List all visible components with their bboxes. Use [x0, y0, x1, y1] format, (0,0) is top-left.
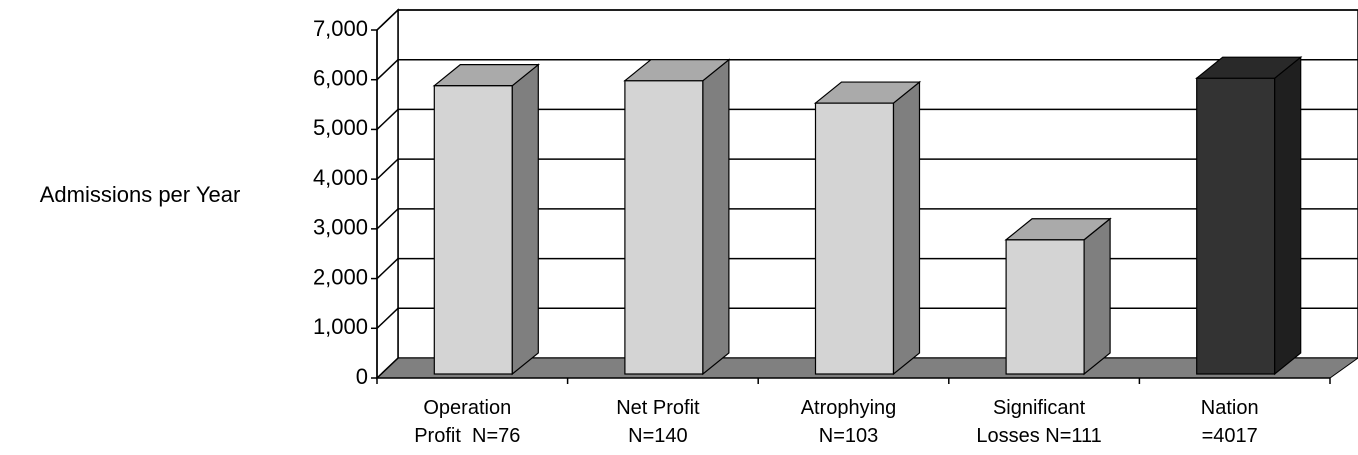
bar-top	[813, 81, 922, 104]
y-axis-label: Admissions per Year	[40, 182, 241, 207]
bar-top	[432, 64, 540, 87]
bar-front	[1005, 239, 1085, 375]
bar-side	[1083, 217, 1111, 376]
y-tick-label: 4,000	[313, 165, 368, 190]
bar-top	[623, 59, 731, 82]
side-wall	[376, 8, 399, 380]
x-tick-label: Significant Losses N=111	[976, 397, 1102, 447]
x-tick-label: Operation Profit N=76	[414, 397, 521, 447]
bar-side	[1274, 55, 1302, 376]
bar-front	[814, 102, 895, 375]
y-tick-label: 0	[356, 364, 368, 389]
grid-line	[376, 9, 399, 31]
x-tick-label: Nation =4017	[1200, 397, 1259, 447]
x-tick-label: Net Profit N=140	[616, 397, 700, 447]
bar-top	[1195, 56, 1303, 79]
grid-line	[376, 307, 399, 329]
y-tick-label: 6,000	[313, 66, 368, 91]
grid-line	[376, 258, 399, 280]
bar-side	[892, 80, 921, 376]
bar-front	[624, 80, 704, 375]
bar-side	[702, 58, 730, 376]
grid-line	[376, 108, 399, 130]
y-tick-label: 1,000	[313, 314, 368, 339]
y-tick-label: 7,000	[313, 16, 368, 41]
y-tick-label: 2,000	[313, 264, 368, 289]
bar-front	[433, 85, 513, 375]
y-tick-label: 5,000	[313, 115, 368, 140]
bar-front	[1196, 77, 1276, 375]
grid-line	[376, 59, 399, 81]
grid-line	[376, 208, 399, 230]
bar-side	[511, 63, 539, 376]
y-tick-label: 3,000	[313, 215, 368, 240]
x-tick-label: Atrophying N=103	[800, 397, 897, 447]
bar-top	[1004, 218, 1112, 241]
grid-line	[376, 158, 399, 180]
